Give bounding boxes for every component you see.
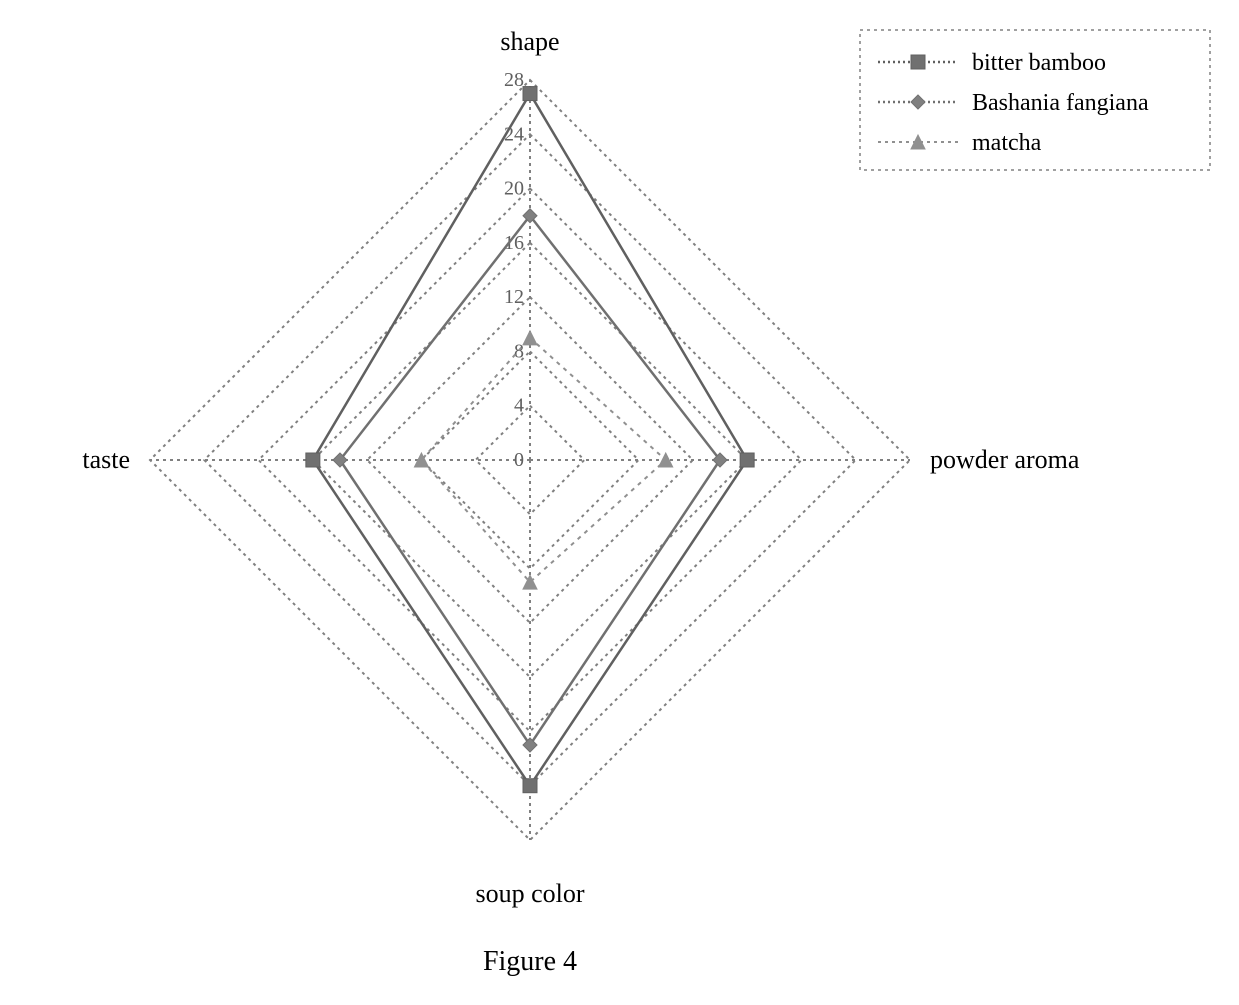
radar-tick-label: 8 — [514, 340, 524, 362]
legend-label: bitter bamboo — [972, 50, 1106, 76]
axis-label: soup color — [475, 879, 584, 908]
legend-label: matcha — [972, 130, 1042, 156]
radar-tick-label: 4 — [514, 395, 524, 417]
legend-label: Bashania fangiana — [972, 90, 1149, 116]
radar-tick-label: 28 — [504, 69, 524, 91]
axis-label: shape — [500, 27, 559, 56]
radar-chart-container: 0481216202428shapepowder aromatastesoup … — [0, 0, 1239, 1005]
radar-chart-svg: 0481216202428shapepowder aromatastesoup … — [0, 0, 1239, 1000]
radar-tick-label: 12 — [504, 286, 524, 308]
figure-caption: Figure 4 — [483, 946, 577, 977]
axis-label: taste — [82, 445, 130, 474]
radar-tick-label: 0 — [514, 449, 524, 471]
radar-tick-label: 20 — [504, 178, 524, 200]
axis-label: powder aroma — [930, 445, 1080, 474]
